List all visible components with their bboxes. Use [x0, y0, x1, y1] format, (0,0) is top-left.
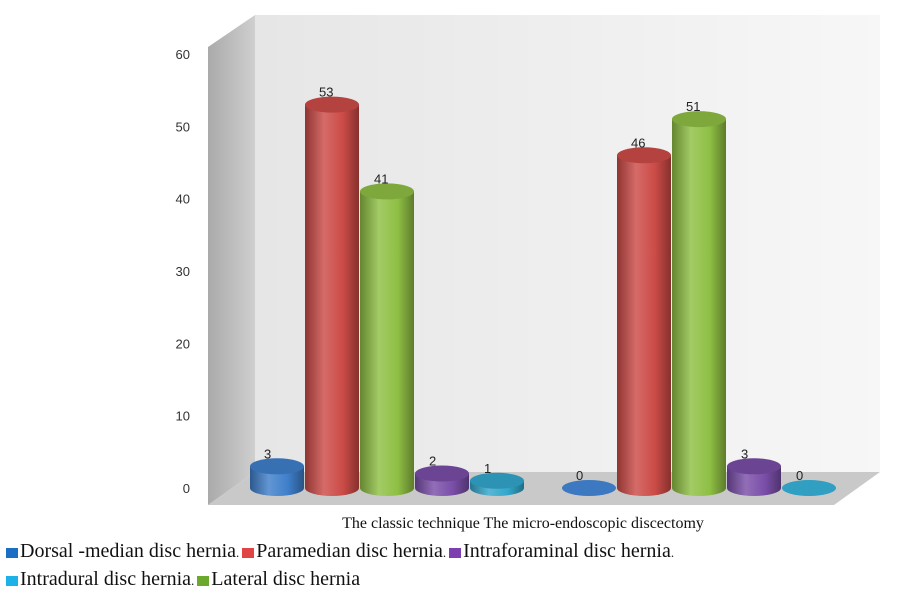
bar-top: [672, 111, 726, 128]
x-axis-caption: The classic technique The micro-endoscop…: [342, 515, 704, 532]
legend-label: Dorsal -median disc hernia: [20, 540, 237, 562]
y-tick-label: 10: [176, 409, 190, 424]
legend-separator: .: [670, 545, 675, 560]
bars: 3 0 53 46 41 51 2 3 1 0: [250, 85, 836, 496]
legend-separator: .: [236, 545, 240, 560]
legend-swatch: [197, 576, 210, 586]
bar-body: [360, 191, 414, 496]
bar: [672, 111, 726, 496]
bar-body: [305, 104, 359, 496]
data-label: 3: [741, 446, 748, 461]
legend-item: Intradural disc hernia.: [6, 568, 197, 590]
bar: [250, 458, 304, 496]
bar: [727, 458, 781, 496]
legend-row-1: Dorsal -median disc hernia. Paramedian di…: [6, 538, 896, 566]
data-label: 46: [631, 135, 645, 150]
legend-label: Intraforaminal disc hernia: [463, 540, 671, 562]
legend-label: Paramedian disc hernia: [256, 540, 443, 562]
bar-body: [617, 155, 671, 496]
data-label: 0: [576, 468, 583, 483]
legend-separator: .: [442, 545, 447, 560]
legend-item: Lateral disc hernia: [197, 568, 360, 590]
y-tick-label: 30: [176, 264, 190, 279]
legend-row-2: Intradural disc hernia. Lateral disc hern…: [6, 566, 896, 594]
bar: [415, 465, 469, 496]
legend-separator: .: [191, 573, 195, 588]
y-axis-ticks: 0 10 20 30 40 50 60: [176, 47, 190, 496]
bar-top: [250, 458, 304, 475]
data-label: 2: [429, 454, 436, 469]
y-tick-label: 0: [183, 481, 190, 496]
bar: [305, 96, 359, 496]
legend-item: Dorsal -median disc hernia.: [6, 540, 242, 562]
legend-label: Lateral disc hernia: [211, 568, 361, 590]
y-tick-label: 20: [176, 336, 190, 351]
bar-top: [782, 480, 836, 496]
legend-label: Intradural disc hernia: [20, 568, 192, 590]
y-tick-label: 50: [176, 119, 190, 134]
bar-top: [562, 480, 616, 496]
data-label: 41: [374, 171, 388, 186]
bar-top: [617, 147, 671, 164]
bar-body: [727, 466, 781, 496]
legend-swatch: [6, 576, 18, 586]
data-label: 53: [319, 85, 333, 100]
bar-body: [250, 466, 304, 496]
bar: [470, 472, 524, 496]
bar-top: [360, 183, 414, 200]
data-label: 51: [686, 99, 700, 114]
bar: [617, 147, 671, 496]
bar: [562, 480, 616, 496]
legend: Dorsal -median disc hernia. Paramedian di…: [6, 538, 896, 594]
bar-top: [415, 465, 469, 482]
bar-top: [470, 472, 524, 489]
side-wall: [208, 15, 255, 505]
data-label: 0: [796, 468, 803, 483]
bar-top: [305, 96, 359, 113]
bar-top: [727, 458, 781, 475]
bar: [782, 480, 836, 496]
legend-swatch: [449, 548, 462, 558]
y-tick-label: 40: [176, 192, 190, 207]
legend-swatch: [6, 548, 18, 558]
y-tick-label: 60: [176, 47, 190, 62]
legend-swatch: [242, 548, 255, 558]
data-label: 3: [264, 446, 271, 461]
data-label: 1: [484, 461, 491, 476]
bar: [360, 183, 414, 496]
legend-item: Paramedian disc hernia.: [242, 540, 449, 562]
bar-body: [672, 119, 726, 496]
legend-item: Intraforaminal disc hernia.: [449, 540, 677, 562]
